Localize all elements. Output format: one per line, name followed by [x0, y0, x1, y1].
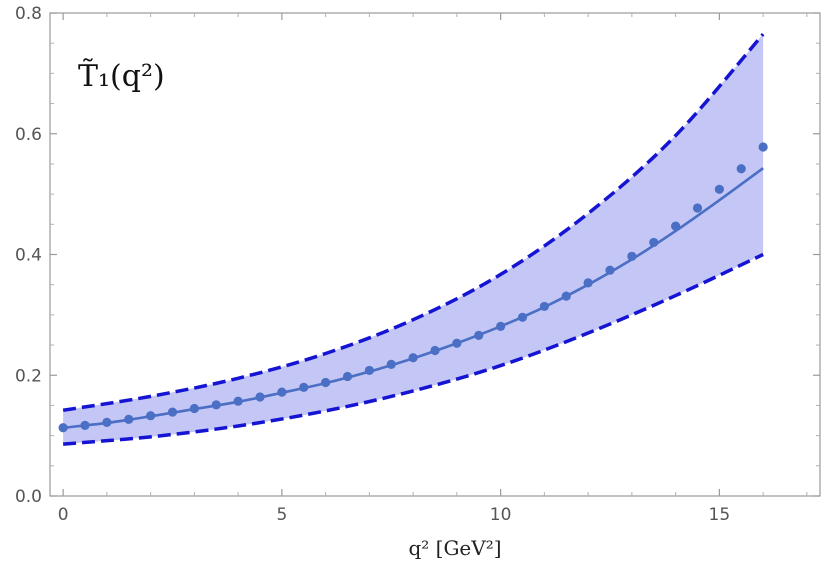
data-point: [321, 377, 331, 388]
data-point: [102, 417, 112, 427]
data-point: [517, 312, 528, 322]
plot-area: [58, 32, 768, 446]
data-point: [714, 184, 724, 194]
data-point: [452, 338, 462, 348]
data-point: [364, 365, 374, 376]
y-tick-label: 0.2: [15, 366, 42, 386]
data-point: [627, 251, 637, 261]
data-point: [233, 396, 243, 406]
x-tick-label: 10: [490, 505, 512, 525]
y-tick-label: 0.8: [15, 4, 42, 24]
data-point: [605, 265, 615, 275]
x-tick-label: 0: [58, 505, 69, 525]
data-point: [692, 203, 703, 213]
data-point: [583, 278, 593, 288]
data-point: [496, 321, 506, 331]
data-point: [474, 330, 484, 340]
data-point: [430, 345, 440, 356]
data-point: [561, 291, 571, 301]
x-tick-label: 15: [709, 505, 731, 525]
data-point: [299, 382, 309, 392]
x-axis-label: q² [GeV²]: [408, 536, 501, 560]
data-point: [124, 414, 134, 424]
data-point: [146, 411, 156, 421]
data-point: [58, 423, 68, 433]
data-point: [167, 407, 178, 417]
data-point: [408, 353, 418, 363]
data-point: [539, 301, 549, 312]
band-upper-edge: [62, 32, 765, 412]
data-point: [736, 164, 746, 174]
data-point: [758, 142, 768, 152]
y-tick-label: 0.0: [15, 487, 42, 507]
band-lower-edge: [62, 252, 764, 446]
data-point: [80, 420, 90, 430]
x-tick-label: 5: [276, 505, 287, 525]
data-point: [386, 359, 396, 369]
y-tick-label: 0.6: [15, 125, 42, 145]
uncertainty-band: [63, 34, 764, 445]
data-point: [211, 400, 221, 410]
data-point: [342, 371, 353, 382]
axis-ticks: 0 5 10 15 0.0 0.2 0.4 0.6 0.8: [15, 4, 820, 525]
data-point: [671, 221, 681, 231]
data-point: [277, 387, 287, 397]
data-point: [255, 392, 265, 402]
data-point: [189, 403, 199, 414]
data-point: [649, 237, 659, 248]
chart-title: T̃₁(q²): [78, 59, 165, 94]
y-tick-label: 0.4: [15, 246, 42, 266]
